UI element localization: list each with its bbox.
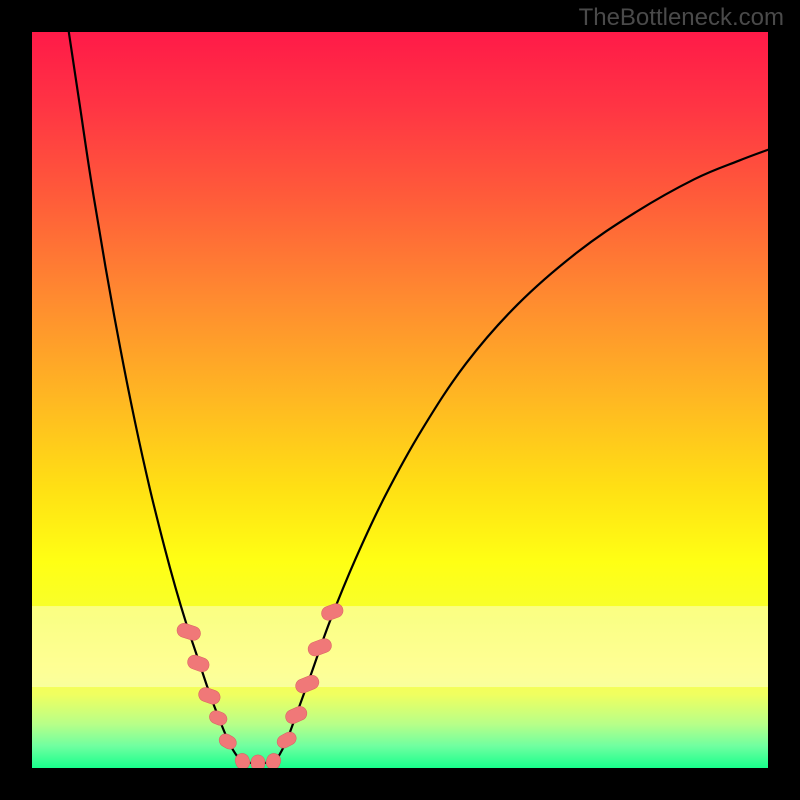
watermark-text: TheBottleneck.com: [579, 4, 784, 32]
plot-area: [32, 32, 768, 768]
pale-band: [32, 606, 768, 687]
plot-svg: [32, 32, 768, 768]
marker-capsule: [251, 755, 265, 768]
chart-canvas: TheBottleneck.com: [0, 0, 800, 800]
